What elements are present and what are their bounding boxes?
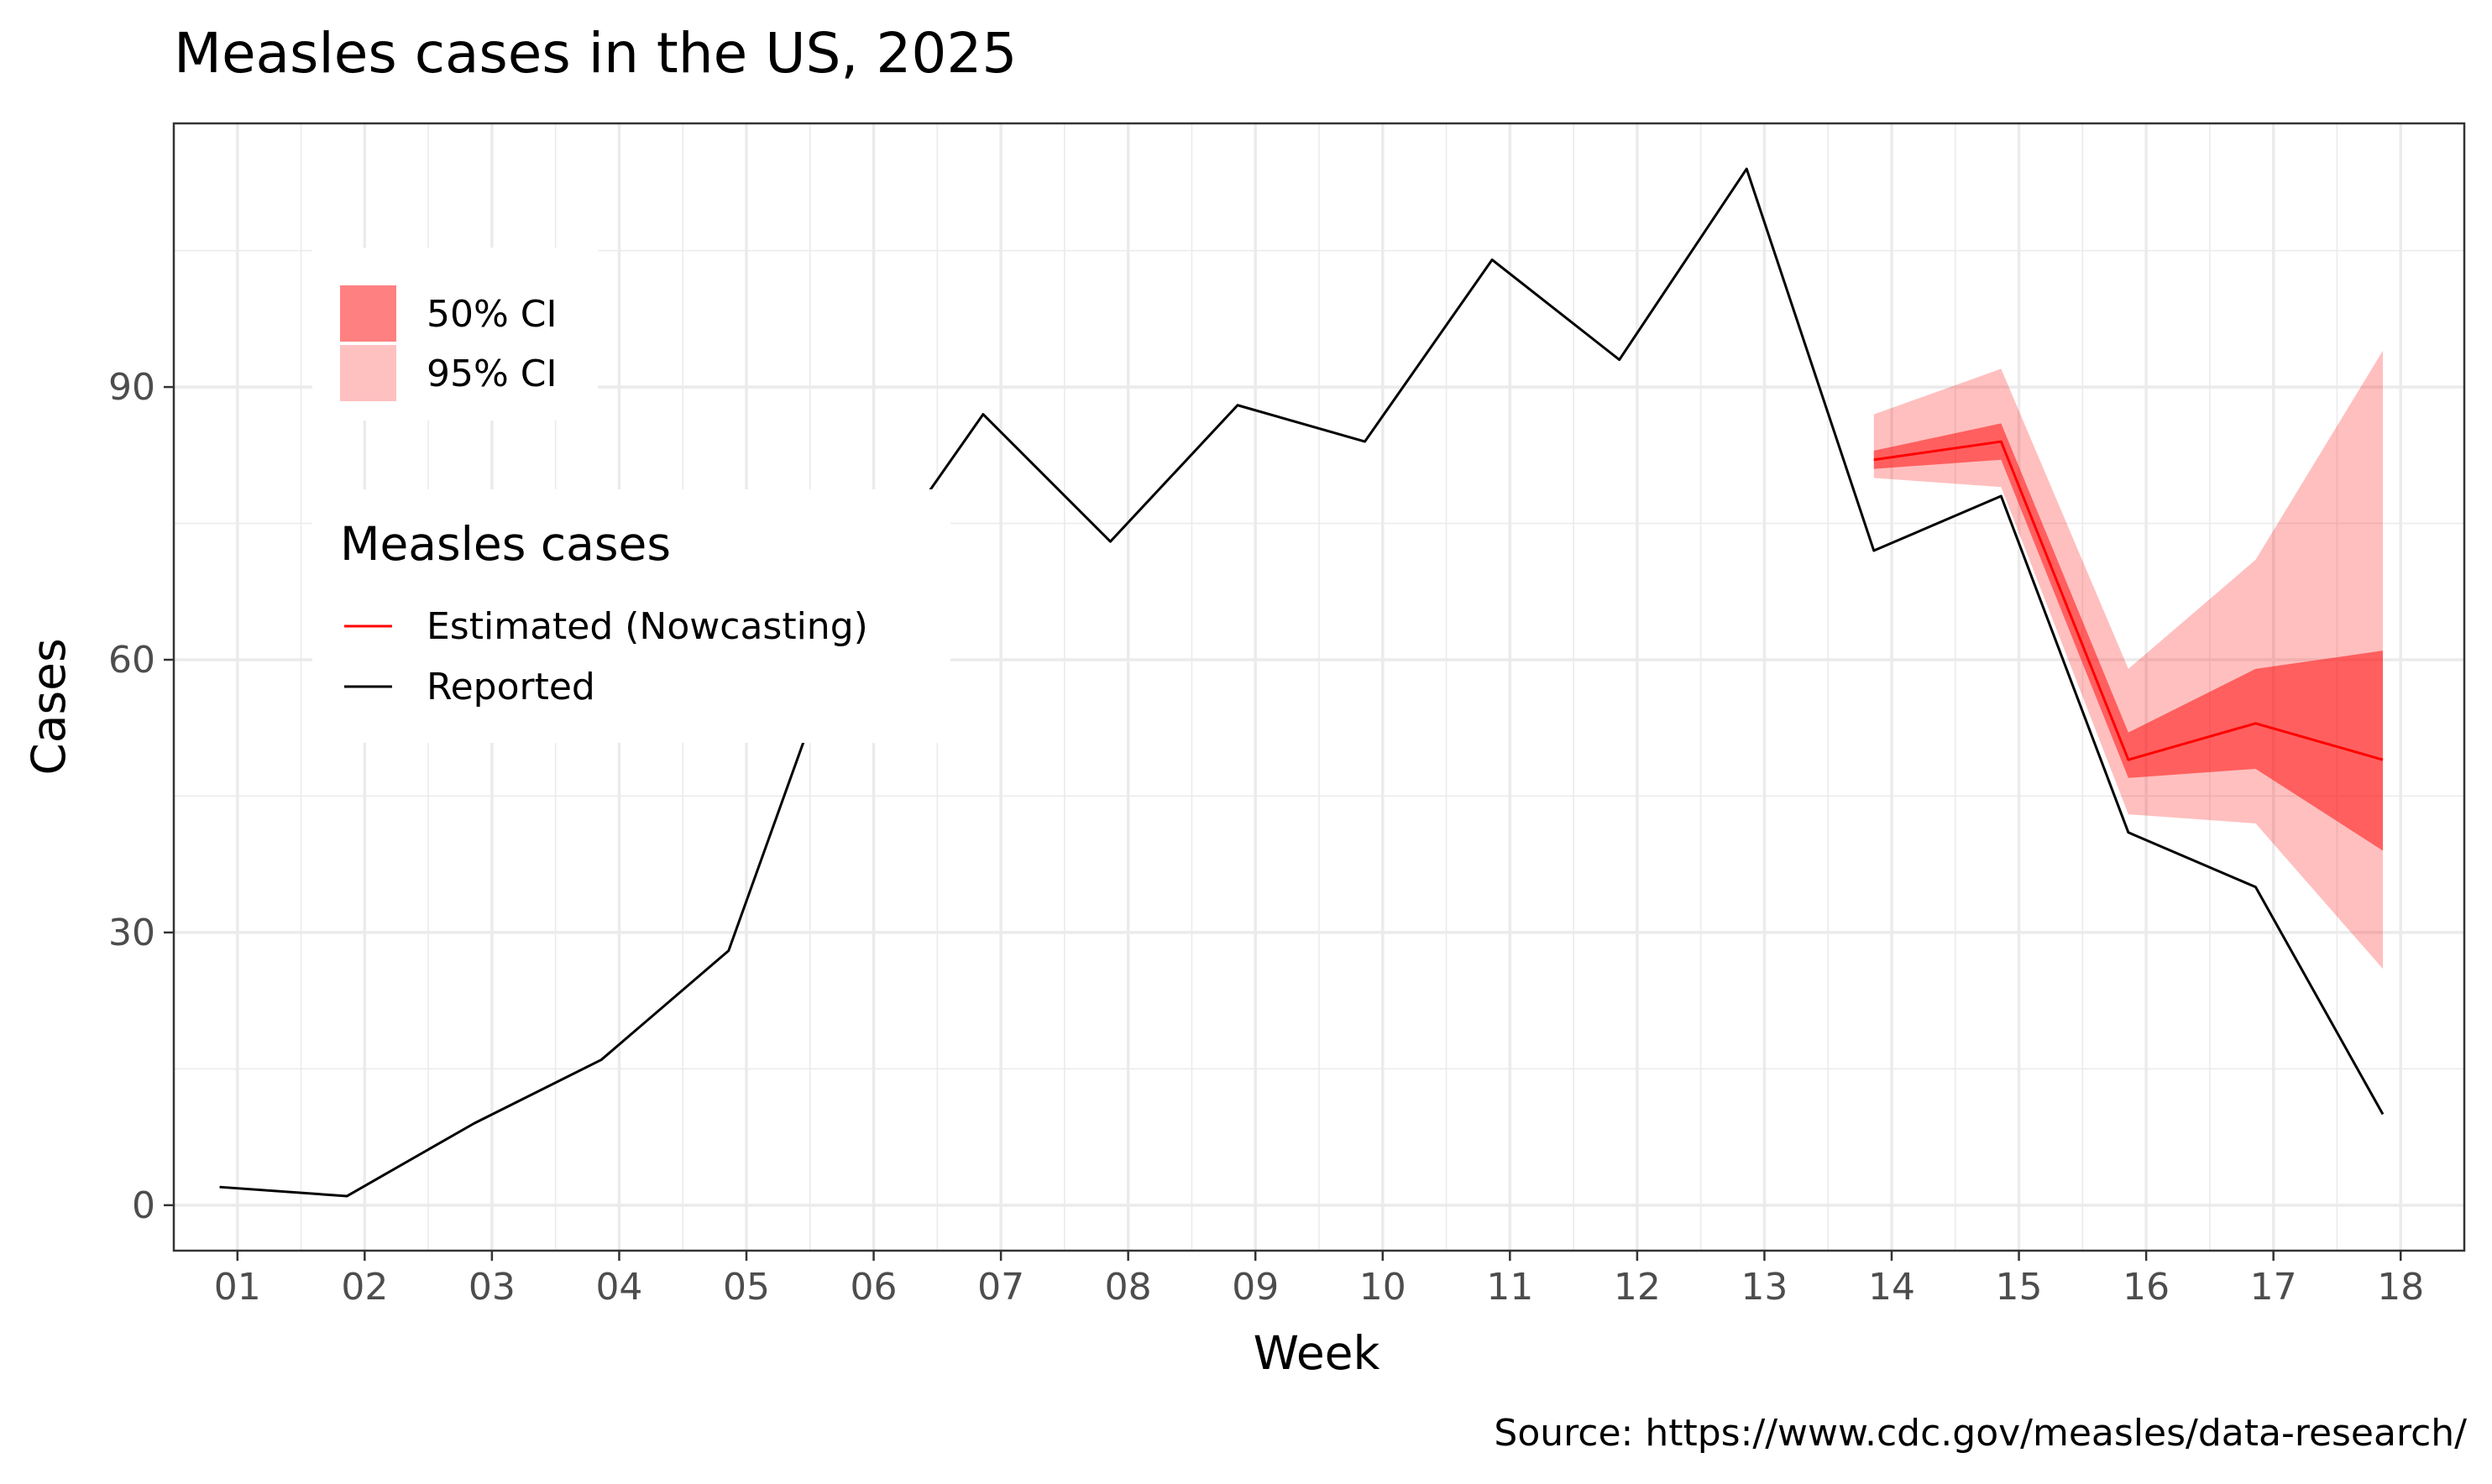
x-tick-label: 09 [1232, 1266, 1279, 1309]
series-lines [219, 167, 2385, 1198]
y-axis-title: Cases [22, 638, 76, 775]
legend-label-estimated: Estimated (Nowcasting) [427, 605, 868, 648]
y-tick-label: 30 [108, 912, 155, 954]
axis-ticks: 01 02 03 04 05 06 07 08 09 10 11 12 13 14 15 16 17 18 0 30 6… [108, 366, 2424, 1309]
y-tick-label: 0 [132, 1184, 155, 1227]
x-tick-label: 11 [1486, 1266, 1533, 1309]
x-tick-label: 16 [2123, 1266, 2170, 1309]
legend-label-reported: Reported [427, 666, 595, 708]
legend-swatch-ci50 [340, 285, 396, 342]
legend-lines: Measles cases Estimated (Nowcasting) Rep… [312, 489, 950, 743]
x-tick-label: 08 [1105, 1266, 1152, 1309]
ci50-band [1873, 423, 2384, 851]
x-tick-label: 18 [2377, 1266, 2424, 1309]
legend-lines-background [312, 489, 950, 743]
plot-border [172, 122, 2466, 1252]
x-tick-label: 14 [1868, 1266, 1915, 1309]
estimated-line [1873, 440, 2384, 761]
legend-swatch-ci95 [340, 345, 396, 401]
x-tick-label: 17 [2250, 1266, 2297, 1309]
x-tick-label: 04 [595, 1266, 642, 1309]
y-tick-label: 90 [108, 366, 155, 409]
x-tick-label: 12 [1614, 1266, 1661, 1309]
x-tick-label: 03 [469, 1266, 516, 1309]
legend-ci: 50% CI 95% CI [312, 248, 598, 421]
confidence-bands [1873, 350, 2384, 969]
source-caption: Source: https://www.cdc.gov/measles/data… [1494, 1412, 2467, 1455]
x-tick-label: 02 [341, 1266, 388, 1309]
chart-title: Measles cases in the US, 2025 [174, 21, 1017, 86]
legend-title: Measles cases [340, 517, 671, 571]
x-tick-label: 05 [723, 1266, 770, 1309]
x-tick-label: 15 [1996, 1266, 2043, 1309]
legend-label-ci95: 95% CI [427, 353, 557, 395]
legend-label-ci50: 50% CI [427, 293, 557, 336]
ci95-band [1873, 350, 2384, 969]
x-tick-label: 07 [977, 1266, 1024, 1309]
x-axis-title: Week [1254, 1326, 1380, 1380]
x-tick-label: 13 [1741, 1266, 1788, 1309]
x-tick-label: 01 [214, 1266, 261, 1309]
reported-line [219, 167, 2385, 1198]
y-tick-label: 60 [108, 639, 155, 682]
x-tick-label: 10 [1359, 1266, 1406, 1309]
x-tick-label: 06 [851, 1266, 898, 1309]
